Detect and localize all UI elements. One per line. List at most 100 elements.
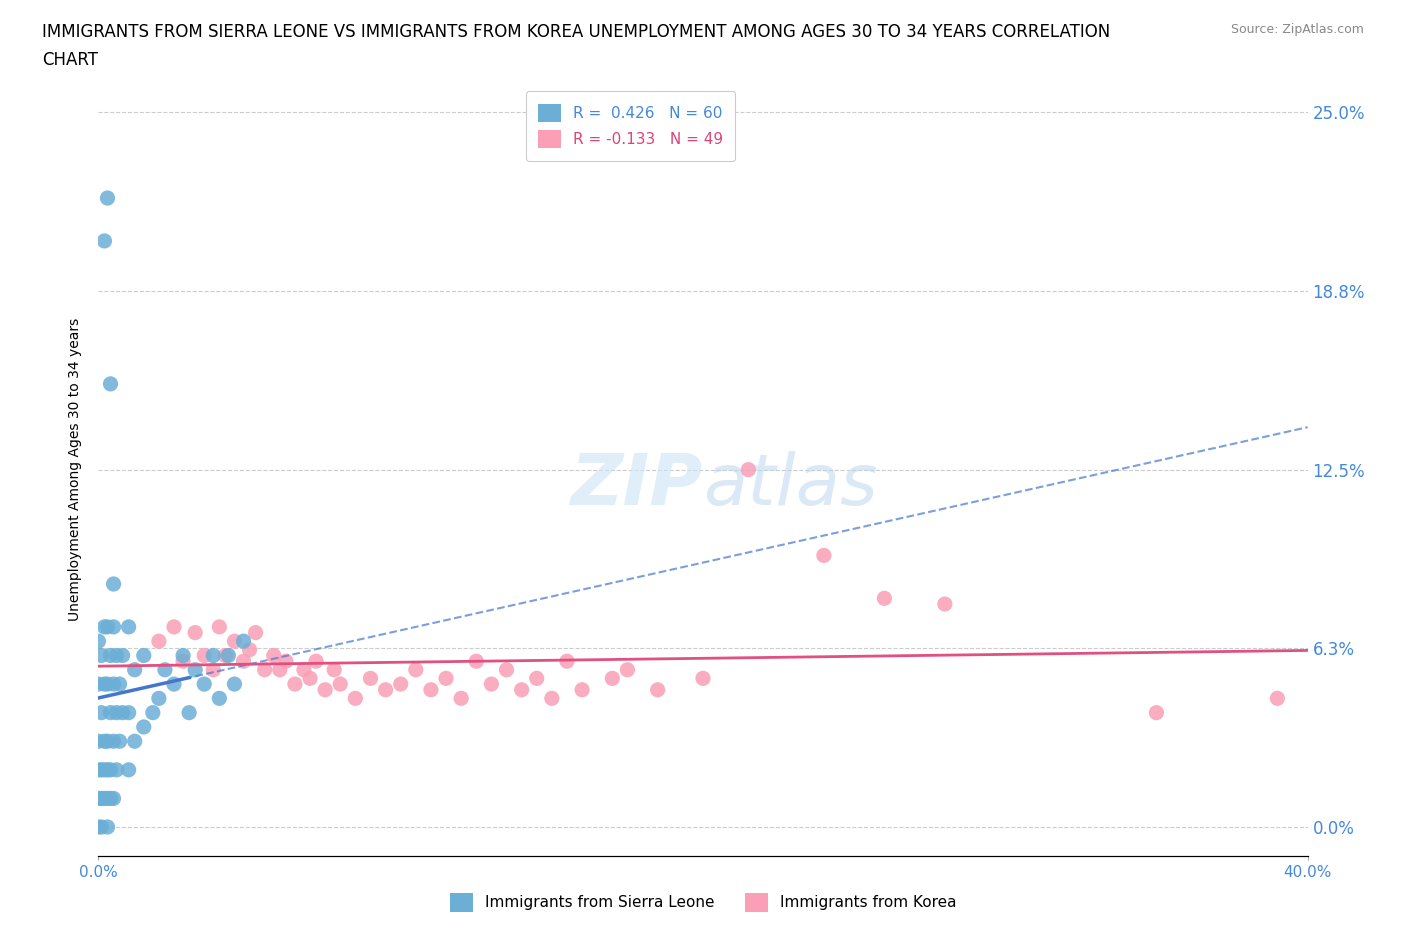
Point	[202, 662, 225, 677]
Point	[132, 648, 155, 663]
Point	[93, 233, 115, 248]
Point	[105, 648, 128, 663]
Point	[172, 648, 194, 663]
Point	[163, 619, 186, 634]
Point	[813, 548, 835, 563]
Point	[108, 677, 131, 692]
Point	[118, 705, 141, 720]
Point	[93, 734, 115, 749]
Point	[193, 648, 215, 663]
Point	[232, 633, 254, 648]
Point	[103, 619, 125, 634]
Point	[163, 677, 186, 692]
Point	[208, 691, 231, 706]
Point	[232, 654, 254, 669]
Point	[571, 683, 593, 698]
Text: CHART: CHART	[42, 51, 98, 69]
Point	[495, 662, 517, 677]
Point	[87, 819, 110, 834]
Point	[299, 671, 322, 685]
Point	[1144, 705, 1167, 720]
Point	[292, 662, 315, 677]
Point	[389, 677, 412, 692]
Point	[148, 633, 170, 648]
Point	[284, 677, 307, 692]
Point	[90, 648, 112, 663]
Point	[118, 619, 141, 634]
Point	[934, 596, 956, 611]
Point	[305, 654, 328, 669]
Point	[224, 633, 246, 648]
Point	[100, 791, 122, 806]
Point	[434, 671, 457, 685]
Point	[253, 662, 276, 677]
Point	[323, 662, 346, 677]
Point	[96, 734, 118, 749]
Point	[602, 671, 624, 685]
Point	[93, 791, 115, 806]
Point	[96, 191, 118, 206]
Point	[193, 677, 215, 692]
Point	[873, 591, 896, 605]
Point	[1267, 691, 1289, 706]
Point	[555, 654, 578, 669]
Point	[208, 619, 231, 634]
Point	[124, 662, 146, 677]
Point	[274, 654, 297, 669]
Point	[510, 683, 533, 698]
Point	[96, 819, 118, 834]
Point	[93, 763, 115, 777]
Point	[344, 691, 367, 706]
Point	[314, 683, 336, 698]
Point	[87, 763, 110, 777]
Point	[153, 662, 176, 677]
Text: atlas: atlas	[703, 451, 877, 520]
Point	[111, 705, 134, 720]
Point	[90, 819, 112, 834]
Point	[90, 763, 112, 777]
Point	[93, 619, 115, 634]
Point	[96, 619, 118, 634]
Point	[90, 791, 112, 806]
Point	[405, 662, 427, 677]
Point	[108, 734, 131, 749]
Point	[100, 648, 122, 663]
Point	[93, 677, 115, 692]
Point	[172, 654, 194, 669]
Text: Source: ZipAtlas.com: Source: ZipAtlas.com	[1230, 23, 1364, 36]
Point	[360, 671, 382, 685]
Point	[184, 625, 207, 640]
Point	[692, 671, 714, 685]
Point	[124, 734, 146, 749]
Point	[465, 654, 488, 669]
Point	[420, 683, 443, 698]
Point	[647, 683, 669, 698]
Point	[239, 643, 262, 658]
Point	[87, 734, 110, 749]
Y-axis label: Unemployment Among Ages 30 to 34 years: Unemployment Among Ages 30 to 34 years	[69, 318, 83, 621]
Point	[100, 705, 122, 720]
Point	[269, 662, 291, 677]
Legend: Immigrants from Sierra Leone, Immigrants from Korea: Immigrants from Sierra Leone, Immigrants…	[443, 887, 963, 918]
Point	[450, 691, 472, 706]
Point	[96, 791, 118, 806]
Point	[184, 662, 207, 677]
Point	[103, 791, 125, 806]
Point	[217, 648, 239, 663]
Point	[526, 671, 548, 685]
Point	[105, 763, 128, 777]
Point	[214, 648, 236, 663]
Point	[616, 662, 638, 677]
Point	[481, 677, 503, 692]
Point	[245, 625, 267, 640]
Point	[96, 677, 118, 692]
Point	[87, 791, 110, 806]
Point	[224, 677, 246, 692]
Point	[737, 462, 759, 477]
Point	[90, 705, 112, 720]
Point	[100, 377, 122, 392]
Point	[202, 648, 225, 663]
Point	[118, 763, 141, 777]
Point	[263, 648, 285, 663]
Point	[103, 677, 125, 692]
